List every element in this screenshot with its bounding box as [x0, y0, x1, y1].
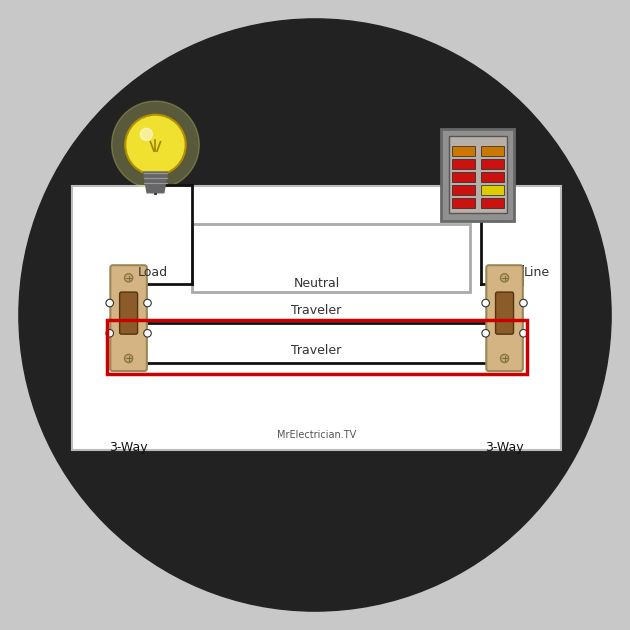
- Bar: [481, 159, 504, 169]
- Circle shape: [112, 101, 199, 189]
- Circle shape: [125, 273, 133, 282]
- Bar: [192, 224, 471, 292]
- FancyBboxPatch shape: [496, 292, 513, 334]
- Text: 3-Way: 3-Way: [109, 441, 148, 454]
- Bar: [452, 172, 475, 181]
- Text: Line: Line: [524, 266, 550, 278]
- Bar: [481, 172, 504, 181]
- Circle shape: [140, 129, 152, 140]
- Bar: [452, 185, 475, 195]
- Bar: [106, 320, 527, 374]
- Circle shape: [125, 115, 186, 175]
- Text: MrElectrician.TV: MrElectrician.TV: [277, 430, 356, 440]
- Bar: [72, 186, 561, 450]
- Bar: [481, 185, 504, 195]
- Bar: [481, 146, 504, 156]
- Circle shape: [144, 329, 151, 337]
- Text: 3-Way: 3-Way: [485, 441, 524, 454]
- Circle shape: [144, 299, 151, 307]
- Circle shape: [106, 329, 113, 337]
- Bar: [442, 129, 514, 220]
- Bar: [481, 198, 504, 208]
- FancyBboxPatch shape: [486, 265, 523, 371]
- Bar: [452, 198, 475, 208]
- Polygon shape: [144, 172, 168, 193]
- Bar: [452, 146, 475, 156]
- Bar: [452, 159, 475, 169]
- Text: Traveler: Traveler: [292, 304, 341, 317]
- Circle shape: [19, 19, 611, 611]
- Circle shape: [106, 299, 113, 307]
- Circle shape: [500, 273, 508, 282]
- FancyBboxPatch shape: [120, 292, 137, 334]
- Bar: [449, 137, 507, 213]
- Circle shape: [520, 329, 527, 337]
- Circle shape: [482, 329, 490, 337]
- Circle shape: [500, 354, 508, 363]
- Text: Traveler: Traveler: [292, 344, 341, 357]
- Text: Neutral: Neutral: [294, 277, 340, 290]
- Circle shape: [520, 299, 527, 307]
- Circle shape: [125, 354, 133, 363]
- Text: Load: Load: [137, 266, 168, 278]
- FancyBboxPatch shape: [110, 265, 147, 371]
- Circle shape: [482, 299, 490, 307]
